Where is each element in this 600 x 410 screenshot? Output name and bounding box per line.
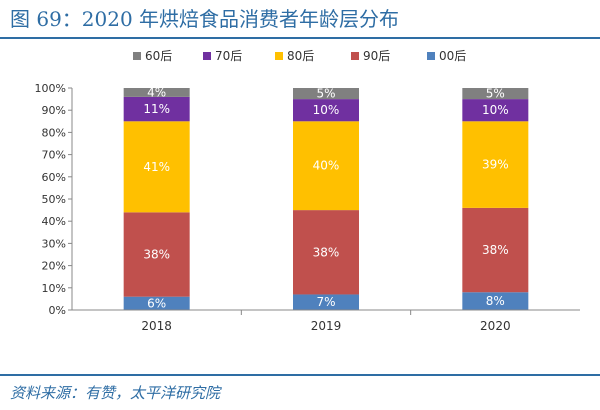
data-label: 7% [316, 295, 335, 309]
data-label: 11% [143, 102, 170, 116]
legend-label: 70后 [215, 49, 242, 63]
bar-segment-2020-70后 [462, 99, 529, 122]
data-label: 38% [143, 248, 170, 262]
x-tick-label: 2018 [141, 319, 172, 333]
bar-segment-2018-80后 [123, 121, 190, 213]
data-label: 38% [313, 245, 340, 259]
y-tick-label: 50% [42, 193, 66, 206]
legend-swatch [133, 52, 141, 60]
data-label: 10% [313, 103, 340, 117]
data-label: 6% [147, 296, 166, 310]
legend-label: 80后 [287, 49, 314, 63]
bar-segment-2019-70后 [293, 99, 359, 122]
y-tick-label: 80% [42, 126, 66, 139]
bar-segment-2020-00后 [462, 292, 529, 310]
bar-segment-2019-60后 [293, 88, 359, 100]
legend-label: 90后 [363, 49, 390, 63]
data-label: 8% [486, 294, 505, 308]
x-tick-label: 2019 [311, 319, 342, 333]
data-label: 39% [482, 158, 509, 172]
y-tick-label: 40% [42, 215, 66, 228]
bar-segment-2020-60后 [462, 88, 529, 100]
chart-legend: 60后 70后 80后 90后 00后 [133, 49, 466, 63]
y-tick-label: 90% [42, 104, 66, 117]
bar-segment-2019-80后 [293, 121, 359, 211]
source-note: 资料来源：有赞，太平洋研究院 [10, 384, 221, 402]
y-tick-label: 0% [49, 304, 66, 317]
bar-segment-2020-80后 [462, 121, 529, 208]
legend-swatch [275, 52, 283, 60]
y-axis: 0% 10% 20% 30% 40% 50% 60% 70% 80% 90% 100% [35, 82, 73, 317]
bar-segment-2018-70后 [123, 96, 190, 122]
x-tick-label: 2020 [480, 319, 511, 333]
source-divider [0, 374, 600, 376]
legend-swatch [203, 52, 211, 60]
bar-segment-2018-60后 [123, 88, 190, 97]
legend-swatch [351, 52, 359, 60]
bar-segment-2018-90后 [123, 212, 190, 297]
data-label: 4% [147, 85, 166, 99]
y-tick-label: 100% [35, 82, 66, 95]
y-tick-label: 20% [42, 260, 66, 273]
y-tick-label: 10% [42, 282, 66, 295]
bar-segment-2020-90后 [462, 207, 529, 293]
data-label: 40% [313, 159, 340, 173]
bar-segment-2019-00后 [293, 294, 359, 310]
data-label: 41% [143, 160, 170, 174]
y-tick-label: 60% [42, 171, 66, 184]
x-axis: 2018 2019 2020 [72, 309, 580, 333]
bar-segment-2019-90后 [293, 210, 359, 295]
y-tick-label: 30% [42, 237, 66, 250]
title-divider [0, 37, 600, 39]
legend-label: 60后 [145, 49, 172, 63]
bar-series: 6% 38% 41% 11% 4% 7% 38% 40% 10% 5% 8% 38% 39% 10% 5% [123, 85, 529, 310]
data-label: 38% [482, 243, 509, 257]
data-label: 5% [316, 87, 335, 101]
data-label: 5% [486, 87, 505, 101]
data-label: 10% [482, 103, 509, 117]
figure-title: 图 69：2020 年烘焙食品消费者年龄层分布 [10, 7, 400, 31]
legend-swatch [427, 52, 435, 60]
stacked-bar-chart: 60后 70后 80后 90后 00后 0% 10% 20% 30% 40% 50% 60% 70% 8… [35, 49, 580, 333]
bar-segment-2018-00后 [123, 296, 190, 310]
legend-label: 00后 [439, 49, 466, 63]
y-tick-label: 70% [42, 149, 66, 162]
